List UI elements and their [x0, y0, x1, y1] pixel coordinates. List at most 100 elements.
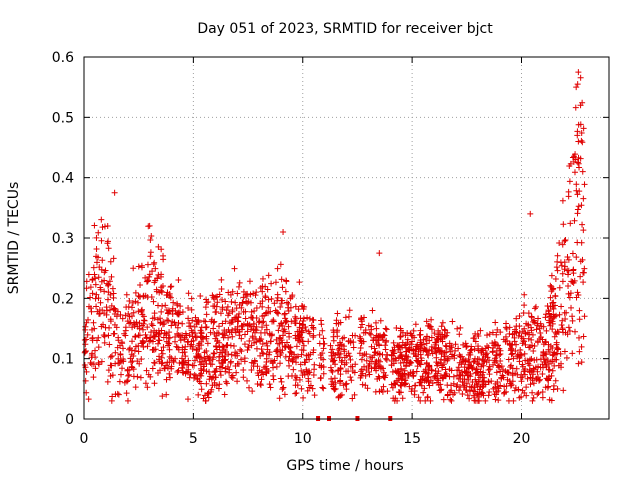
data-point [197, 361, 204, 368]
data-point [251, 339, 258, 346]
data-point [216, 381, 223, 388]
data-point [382, 342, 389, 349]
data-point [283, 299, 290, 306]
data-point [476, 391, 483, 398]
data-point [343, 386, 350, 393]
data-point [452, 347, 459, 354]
data-point [542, 314, 549, 321]
data-point [392, 395, 399, 402]
data-point [142, 331, 149, 338]
data-point [304, 314, 311, 321]
data-point [439, 319, 446, 326]
data-point [340, 346, 347, 353]
data-point [535, 390, 542, 397]
data-point [485, 378, 492, 385]
data-point [97, 299, 104, 306]
data-point [174, 300, 181, 307]
data-point [177, 309, 184, 316]
data-point [153, 286, 160, 293]
data-point [132, 384, 139, 391]
data-point [229, 372, 236, 379]
data-point [304, 387, 311, 394]
data-point [525, 310, 532, 317]
data-point [281, 311, 288, 318]
data-point [151, 333, 158, 340]
data-point [516, 358, 523, 365]
data-point [98, 358, 105, 365]
data-point [450, 380, 457, 387]
data-point [149, 322, 156, 329]
data-point [551, 333, 558, 340]
data-point [514, 352, 521, 359]
data-point [146, 271, 153, 278]
data-point [83, 278, 90, 285]
data-point [259, 368, 266, 375]
data-point [197, 292, 204, 299]
data-point [202, 304, 209, 311]
data-point [103, 304, 110, 311]
data-point [278, 276, 285, 283]
data-point [447, 396, 454, 403]
data-point [297, 315, 304, 322]
data-point [142, 274, 149, 281]
data-point [320, 370, 327, 377]
data-point [129, 338, 136, 345]
data-point [141, 317, 148, 324]
data-point [573, 181, 580, 188]
data-point [465, 376, 472, 383]
data-point [169, 305, 176, 312]
data-point [566, 328, 573, 335]
data-point [470, 358, 477, 365]
data-point [524, 375, 531, 382]
data-point [370, 337, 377, 344]
data-point [442, 373, 449, 380]
data-point [257, 382, 264, 389]
data-point [305, 338, 312, 345]
data-point [84, 331, 91, 338]
data-point [248, 366, 255, 373]
data-point [431, 330, 438, 337]
data-point [129, 324, 136, 331]
data-point [574, 206, 581, 213]
data-point [151, 327, 158, 334]
data-point [408, 341, 415, 348]
data-point [521, 350, 528, 357]
data-point [146, 273, 153, 280]
data-point [330, 350, 337, 357]
data-point [520, 309, 527, 316]
data-point [552, 329, 559, 336]
data-point [296, 331, 303, 338]
data-point [456, 387, 463, 394]
data-point [426, 347, 433, 354]
data-point [529, 331, 536, 338]
data-point [381, 332, 388, 339]
data-point [520, 337, 527, 344]
data-point [82, 341, 89, 348]
data-point [86, 303, 93, 310]
data-point [362, 382, 369, 389]
data-point [196, 345, 203, 352]
data-point [197, 333, 204, 340]
data-point [138, 306, 145, 313]
data-point [222, 298, 229, 305]
data-point [396, 389, 403, 396]
data-point [565, 324, 572, 331]
data-point [265, 304, 272, 311]
data-point [265, 296, 272, 303]
data-point-outlier [577, 102, 584, 109]
data-point [290, 355, 297, 362]
data-point [448, 344, 455, 351]
data-point [578, 129, 585, 136]
data-point [419, 376, 426, 383]
data-point [164, 317, 171, 324]
data-point [505, 356, 512, 363]
data-point [347, 374, 354, 381]
data-point [424, 374, 431, 381]
data-point [442, 357, 449, 364]
data-point [213, 346, 220, 353]
data-point [580, 269, 587, 276]
data-point [260, 371, 267, 378]
data-point [260, 318, 267, 325]
data-point [493, 331, 500, 338]
data-point [493, 389, 500, 396]
